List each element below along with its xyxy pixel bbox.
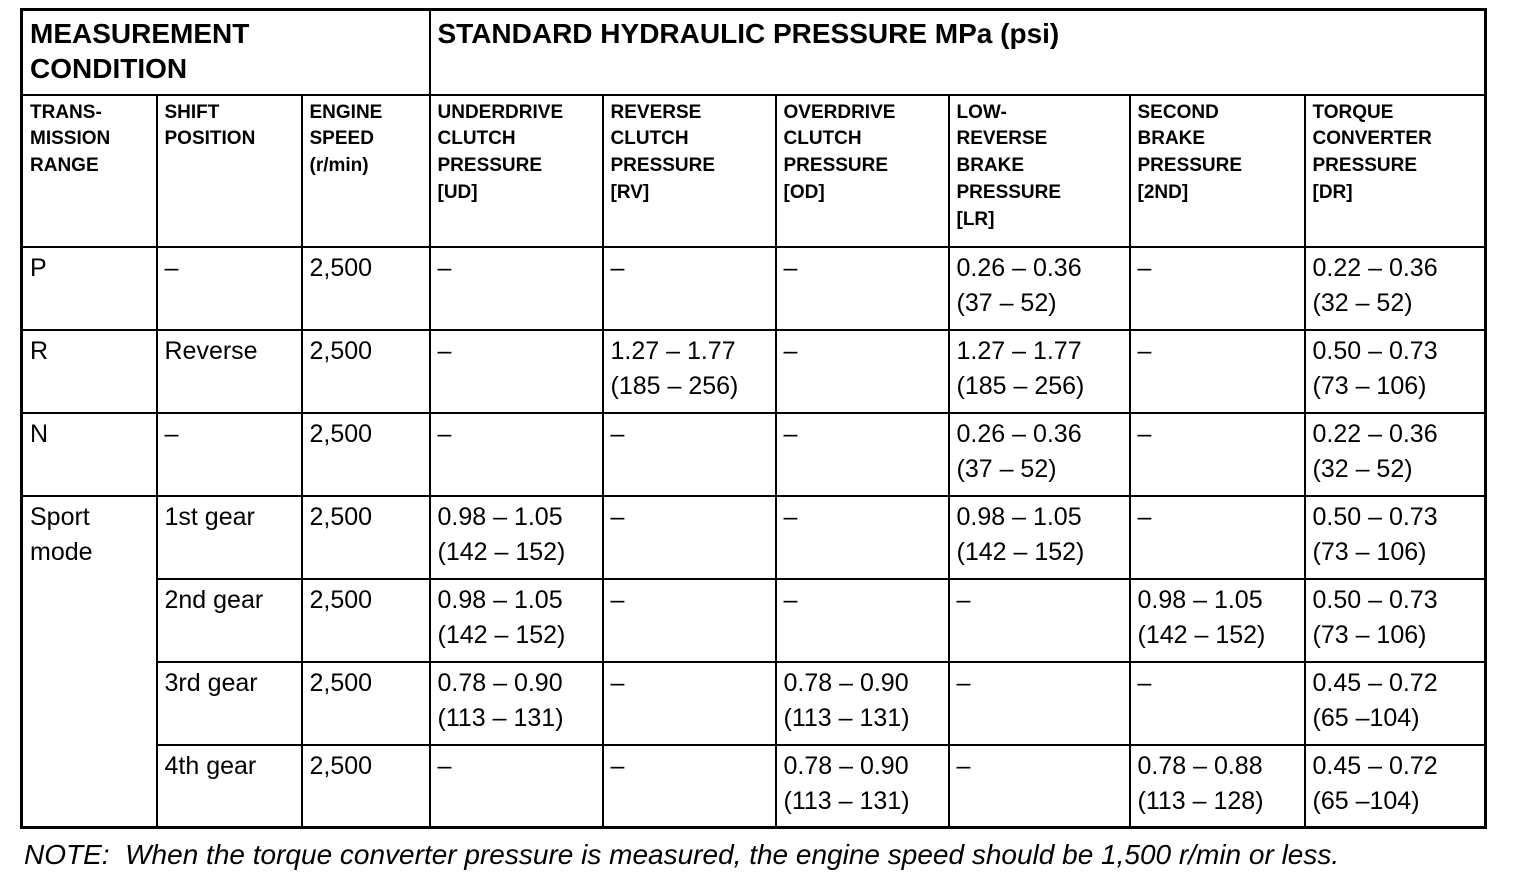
table-cell: – [1128, 328, 1306, 414]
table-cell: – [428, 743, 604, 829]
table-cell: – [601, 411, 777, 497]
standard-hydraulic-pressure-header: STANDARD HYDRAULIC PRESSURE MPa (psi) [428, 8, 1487, 96]
table-row-n: N – 2,500 – – – 0.26 – 0.36 (37 – 52) – … [20, 411, 1487, 497]
table-cell: 0.98 – 1.05 (142 – 152) [1128, 577, 1306, 663]
table-cell: – [774, 411, 950, 497]
table-cell: 1.27 – 1.77 (185 – 256) [601, 328, 777, 414]
table-cell: 0.26 – 0.36 (37 – 52) [947, 411, 1131, 497]
table-cell: 0.98 – 1.05 (142 – 152) [428, 577, 604, 663]
table-cell: R [20, 328, 158, 414]
table-cell: – [1128, 494, 1306, 580]
table-row-sport-2nd: 2nd gear 2,500 0.98 – 1.05 (142 – 152) –… [22, 577, 1487, 663]
table-cell: 0.22 – 0.36 (32 – 52) [1303, 245, 1487, 331]
table-cell: – [601, 245, 777, 331]
col-header-low-reverse-brake: LOW- REVERSE BRAKE PRESSURE [LR] [947, 93, 1131, 248]
table-cell: 0.78 – 0.90 (113 – 131) [774, 660, 950, 746]
table-cell: – [601, 577, 777, 663]
table-cell: 0.98 – 1.05 (142 – 152) [947, 494, 1131, 580]
col-header-transmission-range: TRANS- MISSION RANGE [20, 93, 158, 248]
table-cell: 1st gear [155, 494, 303, 580]
table-cell: 0.78 – 0.88 (113 – 128) [1128, 743, 1306, 829]
table-cell: 2,500 [300, 328, 431, 414]
table-cell: 0.45 – 0.72 (65 –104) [1303, 743, 1487, 829]
table-cell: 2nd gear [155, 577, 303, 663]
table-cell: – [601, 660, 777, 746]
group-header-row: MEASUREMENT CONDITION STANDARD HYDRAULIC… [20, 8, 1487, 96]
table-cell: 1.27 – 1.77 (185 – 256) [947, 328, 1131, 414]
measurement-condition-header: MEASUREMENT CONDITION [20, 8, 431, 96]
table-cell: – [947, 743, 1131, 829]
table-cell: 0.50 – 0.73 (73 – 106) [1303, 328, 1487, 414]
table-cell: – [601, 743, 777, 829]
hydraulic-pressure-table: MEASUREMENT CONDITION STANDARD HYDRAULIC… [20, 8, 1488, 829]
table-cell: – [1128, 245, 1306, 331]
table-cell: 0.22 – 0.36 (32 – 52) [1303, 411, 1487, 497]
table-cell: 0.78 – 0.90 (113 – 131) [774, 743, 950, 829]
table-cell: 0.50 – 0.73 (73 – 106) [1303, 577, 1487, 663]
table-cell: 2,500 [300, 411, 431, 497]
table-cell: – [947, 660, 1131, 746]
note-text: NOTE: When the torque converter pressure… [24, 839, 1340, 870]
table-cell: – [155, 245, 303, 331]
col-header-second-brake: SECOND BRAKE PRESSURE [2ND] [1128, 93, 1306, 248]
table-cell: 2,500 [300, 577, 431, 663]
table-row-p: P – 2,500 – – – 0.26 – 0.36 (37 – 52) – … [20, 245, 1487, 331]
table-cell: 0.26 – 0.36 (37 – 52) [947, 245, 1131, 331]
col-header-torque-converter: TORQUE CONVERTER PRESSURE [DR] [1303, 93, 1487, 248]
table-cell: – [1128, 660, 1306, 746]
table-cell: – [774, 245, 950, 331]
table-cell: N [20, 411, 158, 497]
table-cell: 2,500 [300, 660, 431, 746]
table-cell: – [774, 577, 950, 663]
table-cell: 0.78 – 0.90 (113 – 131) [428, 660, 604, 746]
table-cell: Reverse [155, 328, 303, 414]
table-cell: 2,500 [300, 494, 431, 580]
table-cell: – [947, 577, 1131, 663]
table-cell: – [155, 411, 303, 497]
col-header-underdrive-clutch: UNDERDRIVE CLUTCH PRESSURE [UD] [428, 93, 604, 248]
col-header-engine-speed: ENGINE SPEED (r/min) [300, 93, 431, 248]
col-header-overdrive-clutch: OVERDRIVE CLUTCH PRESSURE [OD] [774, 93, 950, 248]
table-cell: 2,500 [300, 743, 431, 829]
table-cell: – [428, 245, 604, 331]
table-row-sport-4th: 4th gear 2,500 – – 0.78 – 0.90 (113 – 13… [22, 743, 1487, 829]
column-header-row: TRANS- MISSION RANGE SHIFT POSITION ENGI… [20, 93, 1487, 248]
table-cell: 3rd gear [155, 660, 303, 746]
table-cell: P [20, 245, 158, 331]
table-row-sport-1st: Sport mode 1st gear 2,500 0.98 – 1.05 (1… [20, 494, 1487, 829]
table-cell: – [774, 494, 950, 580]
table-cell: – [601, 494, 777, 580]
table-cell: – [428, 411, 604, 497]
table-cell: – [428, 328, 604, 414]
table-cell: 0.98 – 1.05 (142 – 152) [428, 494, 604, 580]
table-cell-sport-mode: Sport mode [20, 494, 158, 829]
table-cell: 4th gear [155, 743, 303, 829]
table-cell: – [1128, 411, 1306, 497]
table-cell: 0.50 – 0.73 (73 – 106) [1303, 494, 1487, 580]
col-header-reverse-clutch: REVERSE CLUTCH PRESSURE [RV] [601, 93, 777, 248]
table-row-sport-3rd: 3rd gear 2,500 0.78 – 0.90 (113 – 131) –… [22, 660, 1487, 746]
table-row-r: R Reverse 2,500 – 1.27 – 1.77 (185 – 256… [20, 328, 1487, 414]
table-cell: 0.45 – 0.72 (65 –104) [1303, 660, 1487, 746]
table-cell: – [774, 328, 950, 414]
col-header-shift-position: SHIFT POSITION [155, 93, 303, 248]
table-cell: 2,500 [300, 245, 431, 331]
